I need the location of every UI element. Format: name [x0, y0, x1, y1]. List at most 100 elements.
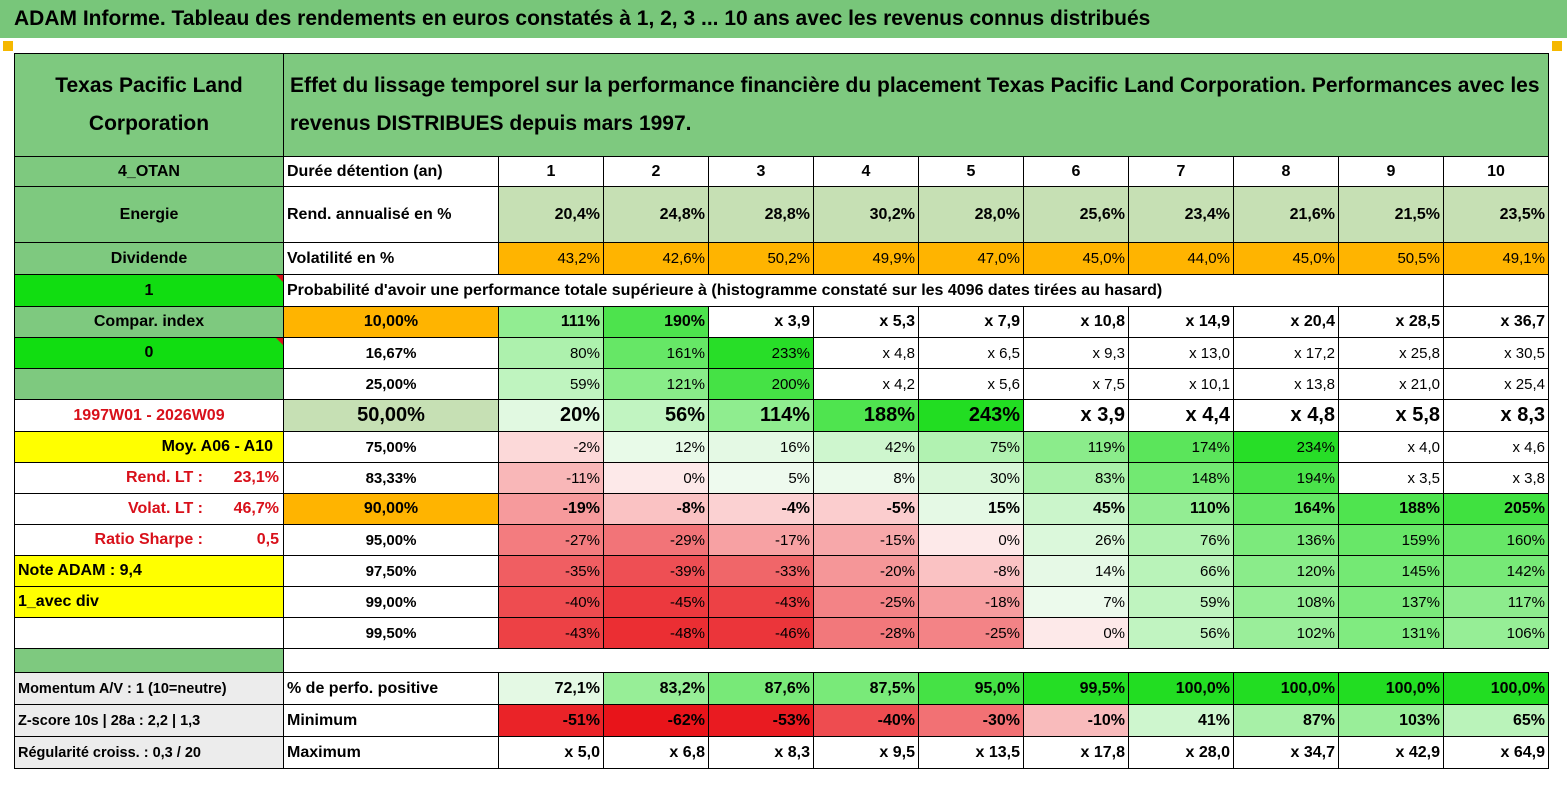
percentile-value: x 7,5	[1023, 368, 1129, 400]
volatility-value: 45,0%	[1233, 242, 1339, 275]
percentile-value: x 4,0	[1338, 431, 1444, 463]
volatility-value: 49,1%	[1443, 242, 1549, 275]
percentile-value: 243%	[918, 399, 1024, 432]
percentile-value: x 13,0	[1128, 337, 1234, 369]
summary-value: x 5,0	[498, 736, 604, 769]
percentile-row: 99,50% -43% -48% -46% -28% -25% 0% 56% 102% 131% 1…	[14, 617, 1549, 649]
side-label	[14, 617, 284, 649]
percentile-value: 108%	[1233, 586, 1339, 618]
summary-row: Momentum A/V : 1 (10=neutre)% de perfo. …	[14, 672, 1549, 705]
percentile-value: 205%	[1443, 493, 1549, 525]
summary-value: 99,5%	[1023, 672, 1129, 705]
spacer-cell	[283, 648, 1549, 673]
percentile-threshold: 75,00%	[283, 431, 499, 463]
volatility-value: 50,5%	[1338, 242, 1444, 275]
summary-row: Z-score 10s | 28a : 2,2 | 1,3 Minimum -51%…	[14, 704, 1549, 737]
indicator-label: Momentum A/V : 1 (10=neutre)	[14, 672, 284, 705]
percentile-value: 119%	[1023, 431, 1129, 463]
company-name: Texas Pacific Land Corporation	[14, 53, 284, 157]
summary-value: 103%	[1338, 704, 1444, 737]
summary-value: 87,6%	[708, 672, 814, 705]
percentile-value: x 4,2	[813, 368, 919, 400]
percentile-value: -25%	[813, 586, 919, 618]
volatility-row: Dividende Volatilité en % 43,2% 42,6% 50,2% 4…	[14, 242, 1549, 275]
percentile-value: 161%	[603, 337, 709, 369]
percentile-value: x 10,8	[1023, 306, 1129, 338]
percentile-row: Rend. LT : 23,1% 83,33% -11% 0% 5% 8% 30% 83% 148…	[14, 462, 1549, 494]
duration-year: 4	[813, 156, 919, 187]
side-label: Note ADAM : 9,4	[14, 555, 284, 587]
percentile-value: x 21,0	[1338, 368, 1444, 400]
side-label: Rend. LT : 23,1%	[14, 462, 284, 494]
percentile-value: -48%	[603, 617, 709, 649]
annual-return-label: Rend. annualisé en %	[283, 186, 499, 243]
percentile-value: 106%	[1443, 617, 1549, 649]
summary-value: 83,2%	[603, 672, 709, 705]
flag-cell: 1	[14, 274, 284, 307]
percentile-row: 1_avec div 99,00% -40% -45% -43% -25% -18% 7% 59…	[14, 586, 1549, 618]
percentile-value: 194%	[1233, 462, 1339, 494]
percentile-value: x 5,8	[1338, 399, 1444, 432]
percentile-value: x 4,8	[1233, 399, 1339, 432]
percentile-value: 131%	[1338, 617, 1444, 649]
corner-marker	[3, 41, 13, 51]
percentile-value: x 36,7	[1443, 306, 1549, 338]
summary-value: 65%	[1443, 704, 1549, 737]
percentile-threshold: 16,67%	[283, 337, 499, 369]
percentile-value: 5%	[708, 462, 814, 494]
percentile-row: 0 16,67% 80% 161% 233% x 4,8 x 6,5 x 9,3 x 13,0 x…	[14, 337, 1549, 369]
percentile-value: x 3,8	[1443, 462, 1549, 494]
percentile-value: -8%	[918, 555, 1024, 587]
percentile-value: x 3,9	[1023, 399, 1129, 432]
annual-return-value: 23,4%	[1128, 186, 1234, 243]
percentile-value: x 17,2	[1233, 337, 1339, 369]
percentile-value: 76%	[1128, 524, 1234, 556]
percentile-value: 160%	[1443, 524, 1549, 556]
percentile-value: 75%	[918, 431, 1024, 463]
duration-year: 6	[1023, 156, 1129, 187]
percentile-value: 233%	[708, 337, 814, 369]
metric-value: 46,7%	[233, 500, 279, 517]
percentile-value: 159%	[1338, 524, 1444, 556]
summary-value: 100,0%	[1128, 672, 1234, 705]
annual-return-value: 23,5%	[1443, 186, 1549, 243]
summary-value: 41%	[1128, 704, 1234, 737]
percentile-value: -19%	[498, 493, 604, 525]
annual-return-value: 25,6%	[1023, 186, 1129, 243]
duration-year: 5	[918, 156, 1024, 187]
percentile-row: Ratio Sharpe : 0,5 95,00% -27% -29% -17% -15% 0…	[14, 524, 1549, 556]
annual-return-value: 20,4%	[498, 186, 604, 243]
summary-value: -30%	[918, 704, 1024, 737]
percentile-value: 30%	[918, 462, 1024, 494]
spacer-row	[14, 648, 1549, 673]
duration-label: Durée détention (an)	[283, 156, 499, 187]
percentile-value: 56%	[603, 399, 709, 432]
volatility-value: 43,2%	[498, 242, 604, 275]
percentile-row: Compar. index 10,00% 111% 190% x 3,9 x 5,3 x 7…	[14, 306, 1549, 338]
annual-return-value: 21,5%	[1338, 186, 1444, 243]
sector-label: Energie	[14, 186, 284, 243]
percentile-value: -17%	[708, 524, 814, 556]
percentile-value: x 8,3	[1443, 399, 1549, 432]
percentile-value: -8%	[603, 493, 709, 525]
duration-row: 4_OTAN Durée détention (an) 1 2 3 4 5 6 7 8 9 10	[14, 156, 1549, 187]
volatility-value: 42,6%	[603, 242, 709, 275]
percentile-value: -25%	[918, 617, 1024, 649]
returns-table: Texas Pacific Land Corporation Effet du l…	[14, 53, 1549, 769]
summary-label: % de perfo. positive	[283, 672, 499, 705]
summary-value: 87%	[1233, 704, 1339, 737]
percentile-value: 174%	[1128, 431, 1234, 463]
metric-value: 23,1%	[233, 469, 279, 486]
percentile-value: 117%	[1443, 586, 1549, 618]
percentile-value: x 4,6	[1443, 431, 1549, 463]
indicator-label: Z-score 10s | 28a : 2,2 | 1,3	[14, 704, 284, 737]
percentile-threshold: 95,00%	[283, 524, 499, 556]
summary-label: Minimum	[283, 704, 499, 737]
percentile-value: 16%	[708, 431, 814, 463]
volatility-value: 45,0%	[1023, 242, 1129, 275]
side-label: Compar. index	[14, 306, 284, 338]
probability-header-row: 1 Probabilité d'avoir une performance tot…	[14, 274, 1549, 307]
summary-value: 95,0%	[918, 672, 1024, 705]
percentile-value: -35%	[498, 555, 604, 587]
percentile-value: x 28,5	[1338, 306, 1444, 338]
